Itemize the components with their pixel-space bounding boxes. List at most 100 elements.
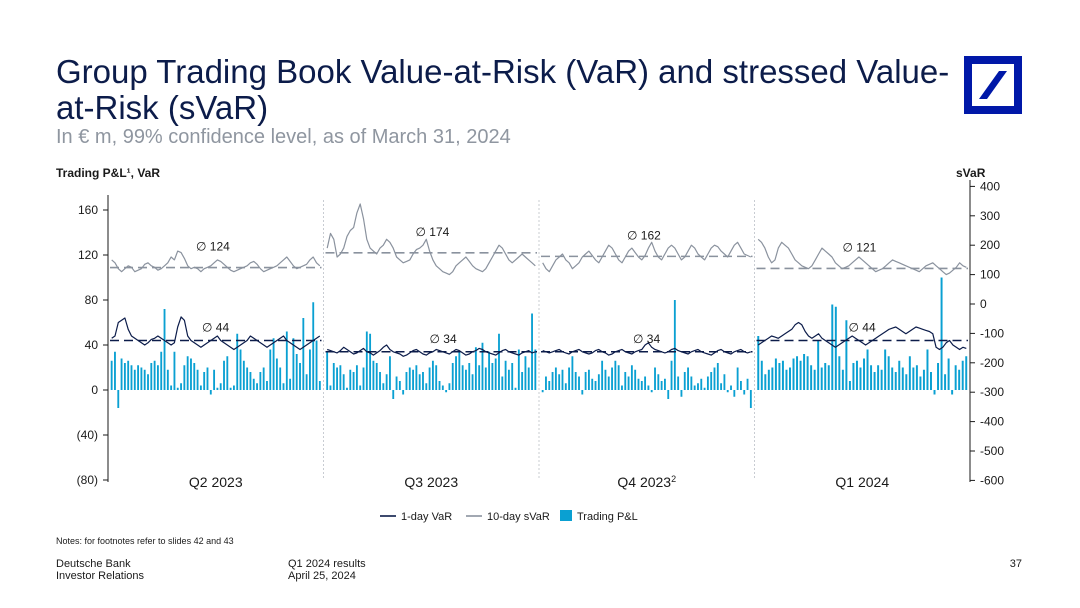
trading-pnl-bar bbox=[713, 367, 716, 390]
trading-pnl-bar bbox=[693, 385, 696, 390]
trading-pnl-bar bbox=[226, 356, 229, 390]
trading-pnl-bars bbox=[110, 277, 968, 408]
trading-pnl-bar bbox=[242, 360, 245, 390]
series-lines bbox=[111, 203, 967, 357]
trading-pnl-bar bbox=[859, 367, 862, 390]
footer-doc-line2: April 25, 2024 bbox=[288, 570, 356, 582]
trading-pnl-bar bbox=[940, 277, 943, 390]
trading-pnl-bar bbox=[156, 365, 159, 390]
trading-pnl-bar bbox=[216, 387, 219, 390]
trading-pnl-bar bbox=[680, 390, 683, 397]
quarter-footnote-mark: 2 bbox=[671, 474, 676, 484]
trading-pnl-bar bbox=[548, 381, 551, 390]
trading-pnl-bar bbox=[944, 374, 947, 390]
left-tick-label: 0 bbox=[91, 383, 98, 397]
trading-pnl-bar bbox=[554, 367, 557, 390]
trading-pnl-bar bbox=[703, 387, 706, 390]
right-tick-label: 200 bbox=[980, 238, 1000, 252]
trading-pnl-bar bbox=[827, 365, 830, 390]
trading-pnl-bar bbox=[465, 369, 467, 390]
svar-average-label: ∅ 174 bbox=[416, 225, 450, 239]
trading-pnl-bar bbox=[269, 349, 272, 390]
trading-pnl-bar bbox=[891, 367, 894, 390]
trading-pnl-bar bbox=[498, 333, 500, 390]
trading-pnl-bar bbox=[683, 372, 686, 390]
trading-pnl-bar bbox=[511, 363, 514, 390]
trading-pnl-bar bbox=[905, 374, 908, 390]
trading-pnl-bar bbox=[372, 360, 375, 390]
trading-pnl-bar bbox=[173, 351, 176, 390]
trading-pnl-bar bbox=[706, 376, 709, 390]
trading-pnl-bar bbox=[611, 367, 613, 390]
trading-pnl-bar bbox=[359, 385, 362, 390]
trading-pnl-bar bbox=[834, 306, 837, 390]
trading-pnl-bar bbox=[965, 356, 968, 390]
trading-pnl-bar bbox=[110, 360, 113, 390]
trading-pnl-bar bbox=[398, 381, 401, 390]
var-line bbox=[542, 342, 751, 356]
svar-line bbox=[111, 250, 321, 273]
trading-pnl-bar bbox=[933, 390, 936, 395]
trading-pnl-bar bbox=[196, 369, 199, 390]
trading-pnl-bar bbox=[491, 363, 494, 390]
trading-pnl-bar bbox=[584, 372, 587, 390]
quarter-label: Q3 2023 bbox=[404, 474, 458, 490]
legend-label-svar: 10-day sVaR bbox=[487, 511, 550, 523]
trading-pnl-bar bbox=[332, 363, 335, 390]
trading-pnl-bar bbox=[249, 372, 252, 390]
trading-pnl-bar bbox=[206, 367, 209, 390]
trading-pnl-bar bbox=[898, 360, 901, 390]
trading-pnl-bar bbox=[831, 304, 834, 390]
footer-org-line2: Investor Relations bbox=[56, 570, 145, 582]
trading-pnl-bar bbox=[478, 365, 481, 390]
trading-pnl-bar bbox=[621, 385, 623, 390]
trading-pnl-bar bbox=[740, 381, 742, 390]
trading-pnl-bar bbox=[820, 367, 823, 390]
trading-pnl-bar bbox=[312, 302, 315, 390]
trading-pnl-bar bbox=[677, 376, 680, 390]
trading-pnl-bar bbox=[607, 376, 610, 390]
trading-pnl-bar bbox=[757, 336, 760, 390]
trading-pnl-bar bbox=[275, 358, 278, 390]
trading-pnl-bar bbox=[720, 383, 723, 390]
right-tick-label: -500 bbox=[980, 444, 1004, 458]
trading-pnl-bar bbox=[193, 363, 196, 390]
var-average-label: ∅ 34 bbox=[430, 332, 457, 346]
trading-pnl-bar bbox=[246, 367, 249, 390]
trading-pnl-bar bbox=[848, 381, 851, 390]
trading-pnl-bar bbox=[806, 356, 809, 390]
trading-pnl-bar bbox=[813, 369, 816, 390]
trading-pnl-bar bbox=[937, 363, 940, 390]
trading-pnl-bar bbox=[545, 376, 547, 390]
trading-pnl-bar bbox=[630, 365, 633, 390]
trading-pnl-bar bbox=[282, 383, 285, 390]
svar-line bbox=[757, 238, 967, 276]
trading-pnl-bar bbox=[650, 390, 653, 393]
trading-pnl-bar bbox=[504, 360, 507, 390]
svar-average-label: ∅ 162 bbox=[627, 228, 661, 242]
trading-pnl-bar bbox=[670, 360, 673, 390]
trading-pnl-bar bbox=[346, 387, 348, 390]
right-tick-label: -200 bbox=[980, 356, 1004, 370]
trading-pnl-bar bbox=[785, 369, 788, 390]
left-axis-title: Trading P&L¹, VaR bbox=[56, 166, 160, 180]
trading-pnl-bar bbox=[524, 356, 527, 390]
trading-pnl-bar bbox=[190, 358, 192, 390]
trading-pnl-bar bbox=[302, 318, 305, 390]
trading-pnl-bar bbox=[166, 369, 169, 390]
trading-pnl-bar bbox=[690, 376, 693, 390]
trading-pnl-bar bbox=[803, 354, 806, 390]
trading-pnl-bar bbox=[176, 387, 179, 390]
trading-pnl-bar bbox=[428, 367, 431, 390]
trading-pnl-bar bbox=[604, 369, 607, 390]
trading-pnl-bar bbox=[140, 367, 143, 390]
trading-pnl-bar bbox=[468, 363, 471, 390]
left-tick-label: 40 bbox=[85, 338, 99, 352]
left-tick-label: 160 bbox=[78, 203, 98, 217]
footer-org-line1: Deutsche Bank bbox=[56, 558, 131, 570]
deutsche-bank-logo bbox=[964, 56, 1022, 114]
trading-pnl-bar bbox=[285, 331, 288, 390]
trading-pnl-bar bbox=[634, 369, 637, 390]
left-tick-label: (40) bbox=[77, 428, 98, 442]
trading-pnl-bar bbox=[551, 372, 554, 390]
